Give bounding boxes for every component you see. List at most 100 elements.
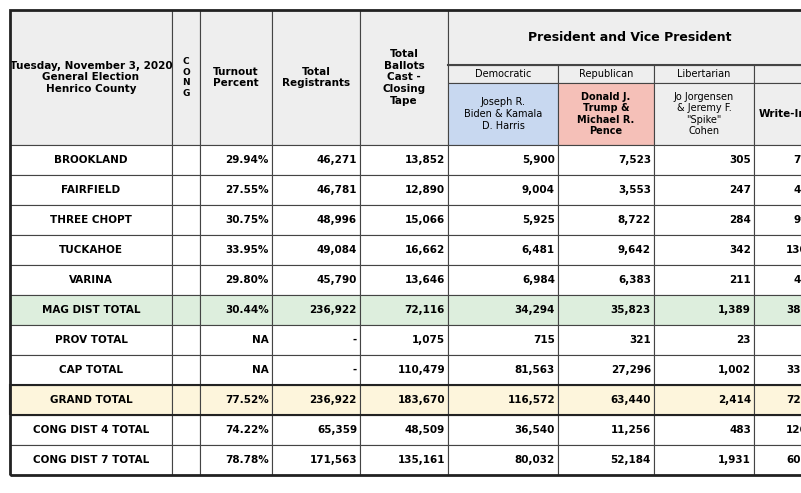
Bar — [654, 295, 754, 325]
Bar — [654, 445, 754, 475]
Text: Total
Registrants: Total Registrants — [282, 67, 350, 88]
Bar — [10, 265, 172, 295]
Bar — [10, 325, 172, 355]
Bar — [172, 10, 200, 145]
Text: 27,296: 27,296 — [610, 365, 651, 375]
Text: Joseph R.
Biden & Kamala
D. Harris: Joseph R. Biden & Kamala D. Harris — [464, 98, 542, 131]
Bar — [10, 445, 172, 475]
Bar — [558, 385, 654, 415]
Bar — [10, 235, 172, 265]
Text: 16,662: 16,662 — [405, 245, 445, 255]
Text: 5,900: 5,900 — [522, 155, 555, 165]
Bar — [448, 175, 558, 205]
Text: 78.78%: 78.78% — [225, 455, 269, 465]
Text: Write-In: Write-In — [759, 109, 801, 119]
Bar — [200, 355, 272, 385]
Bar — [558, 235, 654, 265]
Bar — [10, 385, 172, 415]
Bar — [558, 83, 654, 145]
Text: 1,389: 1,389 — [718, 305, 751, 315]
Bar — [754, 385, 801, 415]
Bar — [172, 325, 200, 355]
Text: Total
Ballots
Cast -
Closing
Tape: Total Ballots Cast - Closing Tape — [382, 49, 425, 106]
Text: 5,925: 5,925 — [522, 215, 555, 225]
Text: 49,084: 49,084 — [316, 245, 357, 255]
Text: 130: 130 — [787, 245, 801, 255]
Text: 126: 126 — [787, 425, 801, 435]
Text: 29.94%: 29.94% — [226, 155, 269, 165]
Text: Democratic: Democratic — [475, 69, 531, 79]
Bar — [10, 145, 172, 175]
Text: 305: 305 — [729, 155, 751, 165]
Text: 52,184: 52,184 — [610, 455, 651, 465]
Text: 9,642: 9,642 — [618, 245, 651, 255]
Bar — [558, 325, 654, 355]
Bar — [448, 65, 558, 83]
Text: 236,922: 236,922 — [310, 305, 357, 315]
Bar — [172, 415, 200, 445]
Bar — [654, 205, 754, 235]
Bar — [200, 325, 272, 355]
Text: 321: 321 — [630, 335, 651, 345]
Bar — [448, 83, 558, 145]
Text: -: - — [352, 365, 357, 375]
Text: 600: 600 — [787, 455, 801, 465]
Text: 11,256: 11,256 — [610, 425, 651, 435]
Bar — [172, 235, 200, 265]
Text: 135,161: 135,161 — [397, 455, 445, 465]
Text: 46,781: 46,781 — [316, 185, 357, 195]
Text: 12,890: 12,890 — [405, 185, 445, 195]
Text: 1,002: 1,002 — [718, 365, 751, 375]
Text: 81,563: 81,563 — [515, 365, 555, 375]
Bar — [200, 235, 272, 265]
Text: 80,032: 80,032 — [515, 455, 555, 465]
Bar — [654, 415, 754, 445]
Bar — [754, 235, 801, 265]
Bar — [272, 175, 360, 205]
Bar — [172, 145, 200, 175]
Text: 6,481: 6,481 — [522, 245, 555, 255]
Bar — [558, 265, 654, 295]
Bar — [200, 415, 272, 445]
Bar — [754, 445, 801, 475]
Bar — [558, 445, 654, 475]
Bar — [10, 415, 172, 445]
Bar — [272, 325, 360, 355]
Bar — [448, 325, 558, 355]
Bar — [200, 295, 272, 325]
Text: THREE CHOPT: THREE CHOPT — [50, 215, 132, 225]
Bar — [200, 175, 272, 205]
Bar — [558, 65, 654, 83]
Bar — [448, 385, 558, 415]
Text: Tuesday, November 3, 2020
General Election
Henrico County: Tuesday, November 3, 2020 General Electi… — [10, 61, 172, 94]
Text: 48,509: 48,509 — [405, 425, 445, 435]
Text: 247: 247 — [729, 185, 751, 195]
Bar — [654, 325, 754, 355]
Bar — [272, 445, 360, 475]
Bar — [654, 385, 754, 415]
Text: 23: 23 — [736, 335, 751, 345]
Text: 47: 47 — [793, 185, 801, 195]
Text: 3,553: 3,553 — [618, 185, 651, 195]
Bar — [360, 325, 448, 355]
Text: 74.22%: 74.22% — [225, 425, 269, 435]
Bar — [10, 355, 172, 385]
Bar — [754, 65, 801, 83]
Bar — [558, 205, 654, 235]
Bar — [654, 65, 754, 83]
Text: 236,922: 236,922 — [310, 395, 357, 405]
Text: 342: 342 — [729, 245, 751, 255]
Bar — [172, 355, 200, 385]
Bar — [172, 175, 200, 205]
Bar — [272, 10, 360, 145]
Text: VARINA: VARINA — [69, 275, 113, 285]
Text: 29.80%: 29.80% — [226, 275, 269, 285]
Text: 388: 388 — [787, 305, 801, 315]
Text: 63,440: 63,440 — [610, 395, 651, 405]
Bar — [558, 355, 654, 385]
Bar — [360, 175, 448, 205]
Bar — [272, 205, 360, 235]
Bar — [448, 415, 558, 445]
Bar — [558, 295, 654, 325]
Bar — [172, 205, 200, 235]
